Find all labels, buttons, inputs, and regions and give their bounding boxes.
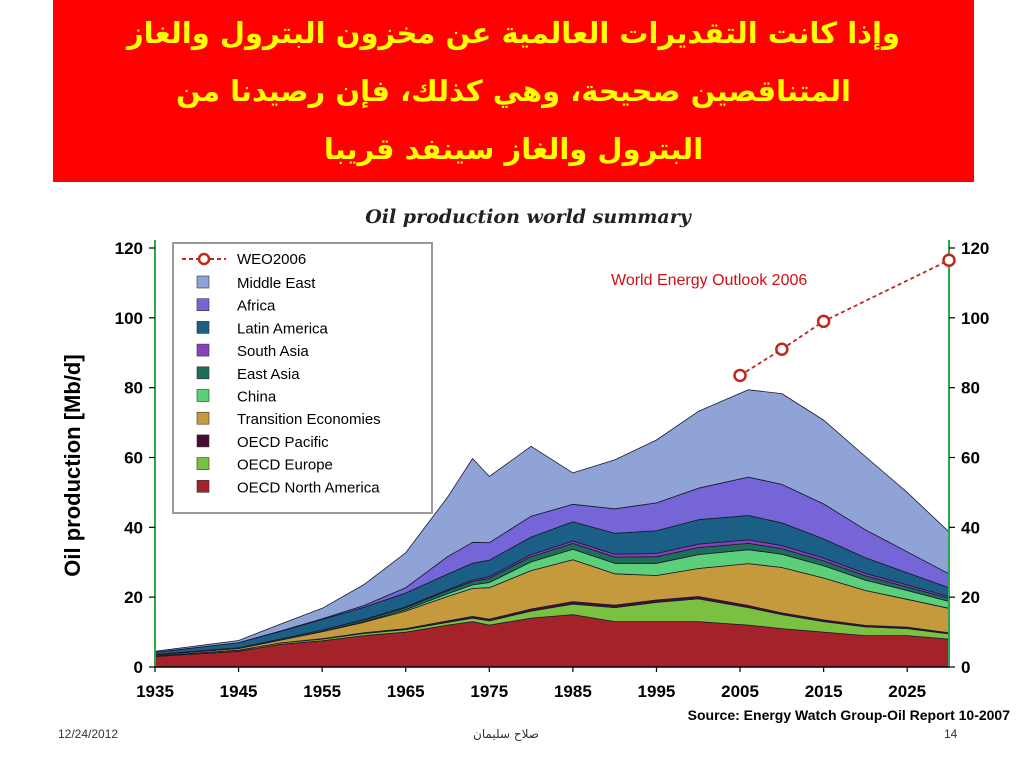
y-tick-label-left: 40 xyxy=(124,518,143,537)
y-axis-label: Oil production [Mb/d] xyxy=(60,354,85,576)
weo2006-point xyxy=(942,253,956,267)
legend-label: East Asia xyxy=(237,366,300,383)
legend-swatch xyxy=(196,321,210,334)
y-tick-label-right: 0 xyxy=(961,658,970,677)
slide-title: وإذا كانت التقديرات العالمية عن مخزون ال… xyxy=(53,4,974,178)
legend-swatch xyxy=(196,343,210,357)
y-tick-label-left: 0 xyxy=(134,658,143,677)
x-tick-label: 2005 xyxy=(721,682,759,701)
legend-label: Transition Economies xyxy=(237,411,381,428)
legend-swatch xyxy=(196,366,210,380)
legend-swatch xyxy=(196,275,210,289)
weo2006-point xyxy=(733,368,747,383)
legend-swatch xyxy=(196,479,210,493)
legend-swatch xyxy=(196,389,210,402)
x-tick-label: 2025 xyxy=(888,682,926,701)
oil-production-chart: Oil production world summary 0 0 20 20 40 40 60… xyxy=(60,206,1011,723)
legend-swatch xyxy=(196,411,210,425)
y-tick-label-left: 100 xyxy=(115,309,143,328)
legend-label: Africa xyxy=(237,298,276,315)
legend-swatch xyxy=(196,457,210,470)
y-tick-label-right: 60 xyxy=(961,449,980,468)
legend-swatch xyxy=(196,434,210,448)
weo2006-line xyxy=(739,259,950,377)
legend-label: Middle East xyxy=(237,275,316,292)
x-tick-label: 1955 xyxy=(303,682,341,701)
legend-label: OECD North America xyxy=(237,479,380,496)
y-tick-label-right: 80 xyxy=(961,379,980,398)
legend-weo-marker xyxy=(197,252,211,266)
legend-label: South Asia xyxy=(237,343,309,360)
title-banner: وإذا كانت التقديرات العالمية عن مخزون ال… xyxy=(53,0,974,182)
page-number: 14 xyxy=(944,727,958,741)
x-tick-label: 1945 xyxy=(220,682,258,701)
x-tick-label: 1995 xyxy=(638,682,676,701)
y-tick-label-left: 60 xyxy=(124,449,143,468)
y-tick-label-right: 40 xyxy=(961,518,980,537)
slide-title-line-3: البترول والغاز سينفد قريبا xyxy=(323,132,704,166)
legend-label: OECD Pacific xyxy=(237,434,329,451)
footer-date: 12/24/2012 xyxy=(58,727,119,741)
legend-swatch xyxy=(196,298,210,311)
x-tick-label: 1935 xyxy=(136,682,174,701)
chart-panel: Oil production world summary 0 0 20 20 40 40 60… xyxy=(40,196,1016,724)
x-tick-label: 1965 xyxy=(387,682,425,701)
legend-label-weo2006: WEO2006 xyxy=(237,251,306,268)
legend-box xyxy=(172,242,433,514)
slide-title-line-2: المتناقصين صحيحة، وهي كذلك، فإن رصيدنا م… xyxy=(176,74,851,108)
weo-annotation: World Energy Outlook 2006 xyxy=(611,272,807,289)
weo2006-point xyxy=(816,314,831,329)
y-tick-label-left: 80 xyxy=(124,379,143,398)
x-tick-label: 2015 xyxy=(805,682,843,701)
slide-title-line-1: وإذا كانت التقديرات العالمية عن مخزون ال… xyxy=(126,16,901,50)
y-tick-label-right: 120 xyxy=(961,239,989,258)
source-note: Source: Energy Watch Group-Oil Report 10… xyxy=(688,707,1011,723)
footer-author: صلاح سليمان xyxy=(473,727,539,741)
legend-label: China xyxy=(237,389,277,406)
y-tick-label-right: 100 xyxy=(961,309,989,328)
y-tick-label-right: 20 xyxy=(961,588,980,607)
x-tick-label: 1975 xyxy=(470,682,508,701)
y-tick-label-left: 20 xyxy=(124,588,143,607)
legend-label: Latin America xyxy=(237,320,329,337)
weo2006-point xyxy=(775,342,789,357)
y-tick-label-left: 120 xyxy=(115,239,143,258)
legend-label: OECD Europe xyxy=(237,457,333,474)
x-tick-label: 1985 xyxy=(554,682,592,701)
chart-title: Oil production world summary xyxy=(365,206,693,228)
legend: WEO2006 Middle East Africa Latin America Sou… xyxy=(172,242,433,514)
